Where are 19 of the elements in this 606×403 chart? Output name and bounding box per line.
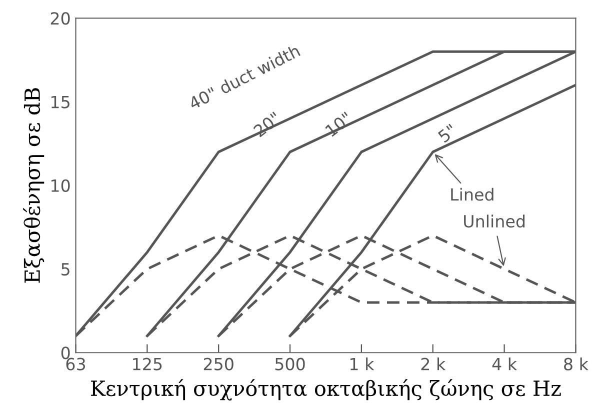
- x-tick-label: 63: [66, 358, 86, 370]
- x-tick-label: 4 k: [492, 357, 518, 370]
- y-axis-title: Εξασθένηση σε dB: [23, 88, 44, 283]
- y-tick-label: 0: [61, 346, 70, 360]
- annotation: Unlined: [464, 214, 525, 228]
- x-tick-label: 8 k: [564, 357, 588, 370]
- annotation: Lined: [451, 188, 494, 201]
- annotation: 40" duct width: [188, 44, 301, 110]
- y-tick-label: 20: [50, 12, 70, 25]
- x-axis-title: Κεντρική συχνότητα οκταβικής ζώνης σε Hz: [91, 379, 561, 400]
- x-tick-label: 1 k: [350, 357, 374, 370]
- x-tick-label: 125: [133, 358, 162, 370]
- annotation: 5": [438, 124, 458, 143]
- y-tick-label: 5: [62, 263, 70, 276]
- y-tick-label: 15: [52, 96, 70, 108]
- x-tick-label: 2 k: [421, 357, 446, 370]
- x-tick-label: 250: [204, 358, 234, 370]
- x-tick-label: 500: [275, 358, 305, 370]
- y-tick-label: 10: [52, 179, 70, 192]
